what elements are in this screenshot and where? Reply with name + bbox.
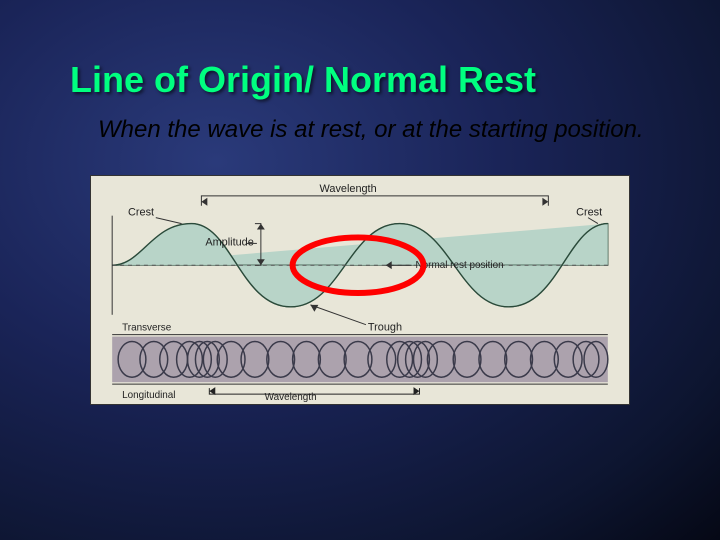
- slide-container: Line of Origin/ Normal Rest When the wav…: [0, 0, 720, 540]
- trough-arrowhead: [310, 305, 318, 312]
- wavelength-bracket-top: [201, 196, 548, 206]
- slide-subtitle: When the wave is at rest, or at the star…: [98, 114, 670, 145]
- label-transverse: Transverse: [122, 322, 172, 333]
- label-longitudinal: Longitudinal: [122, 390, 175, 401]
- label-crest-right: Crest: [576, 206, 602, 218]
- diagram-svg: Wavelength Crest Crest Amplitude Normal …: [91, 176, 629, 404]
- label-normal-rest: Normal rest position: [416, 260, 504, 271]
- label-crest-left: Crest: [128, 206, 154, 218]
- label-amplitude: Amplitude: [205, 236, 253, 248]
- amplitude-arrow-up: [257, 223, 265, 229]
- label-trough: Trough: [368, 321, 402, 333]
- longitudinal-band: [112, 336, 608, 382]
- label-wavelength-top: Wavelength: [320, 183, 377, 195]
- trough-pointer: [310, 305, 366, 325]
- label-wavelength-bottom: Wavelength: [265, 392, 317, 403]
- crest-left-pointer: [156, 217, 182, 223]
- slide-title: Line of Origin/ Normal Rest: [70, 60, 670, 100]
- wave-diagram: Wavelength Crest Crest Amplitude Normal …: [90, 175, 630, 405]
- wavelength-arrow-left: [201, 198, 207, 206]
- wavelength-arrow-right: [542, 198, 548, 206]
